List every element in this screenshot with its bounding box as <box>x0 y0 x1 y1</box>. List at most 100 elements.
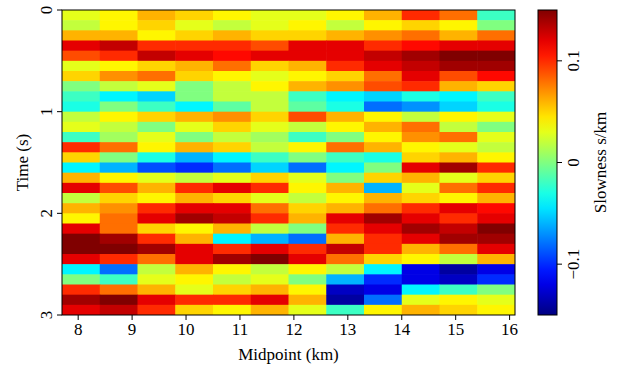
cell <box>440 295 478 306</box>
cell <box>402 254 440 265</box>
cell <box>364 142 402 153</box>
cell <box>326 285 364 296</box>
cell <box>440 61 478 72</box>
cell <box>326 274 364 285</box>
cell <box>289 305 327 315</box>
cell <box>440 30 478 41</box>
cell <box>213 122 251 133</box>
x-tick-label: 9 <box>128 320 137 339</box>
cell <box>477 193 515 204</box>
cell <box>477 295 515 306</box>
cell <box>62 305 100 315</box>
cell <box>402 244 440 255</box>
cell <box>62 234 100 245</box>
cell <box>326 244 364 255</box>
cell <box>213 274 251 285</box>
cell <box>251 244 289 255</box>
cell <box>62 30 100 41</box>
chart: 89101112131415160123Midpoint (km)Time (s… <box>0 0 623 369</box>
x-tick-label: 16 <box>501 320 518 339</box>
cell <box>402 81 440 92</box>
cell <box>477 102 515 113</box>
cell <box>138 91 176 102</box>
cell <box>440 203 478 214</box>
cell <box>251 142 289 153</box>
cell <box>175 203 213 214</box>
cell <box>440 285 478 296</box>
x-tick-label: 11 <box>232 320 248 339</box>
cell <box>289 91 327 102</box>
cell <box>175 183 213 194</box>
cell <box>138 20 176 31</box>
cell <box>213 10 251 21</box>
cell <box>289 264 327 275</box>
cell <box>402 71 440 82</box>
cell <box>326 152 364 163</box>
cell <box>175 91 213 102</box>
x-axis-title: Midpoint (km) <box>238 345 339 364</box>
cell <box>175 71 213 82</box>
cell <box>326 51 364 62</box>
cell <box>402 41 440 52</box>
cell <box>440 91 478 102</box>
cell <box>138 224 176 235</box>
cell <box>440 193 478 204</box>
cell <box>326 305 364 315</box>
cell <box>251 183 289 194</box>
cell <box>364 213 402 224</box>
cell <box>364 203 402 214</box>
y-tick-label: 3 <box>37 311 56 320</box>
cell <box>251 274 289 285</box>
cell <box>289 142 327 153</box>
cell <box>477 10 515 21</box>
cell <box>100 264 138 275</box>
cell <box>364 61 402 72</box>
cell <box>289 41 327 52</box>
cell <box>289 213 327 224</box>
cell <box>402 163 440 174</box>
cell <box>213 244 251 255</box>
cell <box>251 285 289 296</box>
cell <box>213 51 251 62</box>
cell <box>100 51 138 62</box>
cell <box>326 264 364 275</box>
cell <box>213 61 251 72</box>
cell <box>402 173 440 184</box>
cell <box>175 142 213 153</box>
cell <box>402 183 440 194</box>
cell <box>213 264 251 275</box>
colorbar-tick-label: −0.1 <box>564 249 583 280</box>
cell <box>100 244 138 255</box>
x-tick-label: 13 <box>339 320 356 339</box>
cell <box>440 173 478 184</box>
cell <box>364 244 402 255</box>
cell <box>326 10 364 21</box>
cell <box>440 132 478 143</box>
cell <box>402 295 440 306</box>
cell <box>62 61 100 72</box>
cell <box>213 305 251 315</box>
cell <box>213 285 251 296</box>
y-tick <box>57 315 62 316</box>
cell <box>402 274 440 285</box>
y-tick <box>57 111 62 112</box>
cell <box>477 305 515 315</box>
cell <box>477 142 515 153</box>
cell <box>213 30 251 41</box>
y-tick <box>57 213 62 214</box>
cell <box>100 213 138 224</box>
cell <box>213 213 251 224</box>
cell <box>62 51 100 62</box>
cell <box>289 102 327 113</box>
cell <box>402 132 440 143</box>
cell <box>138 285 176 296</box>
cell <box>62 203 100 214</box>
cell <box>402 193 440 204</box>
cell <box>175 61 213 72</box>
cell <box>289 274 327 285</box>
cell <box>326 203 364 214</box>
cell <box>326 112 364 123</box>
colorbar-tick <box>557 264 562 265</box>
cell <box>138 295 176 306</box>
cell <box>251 10 289 21</box>
